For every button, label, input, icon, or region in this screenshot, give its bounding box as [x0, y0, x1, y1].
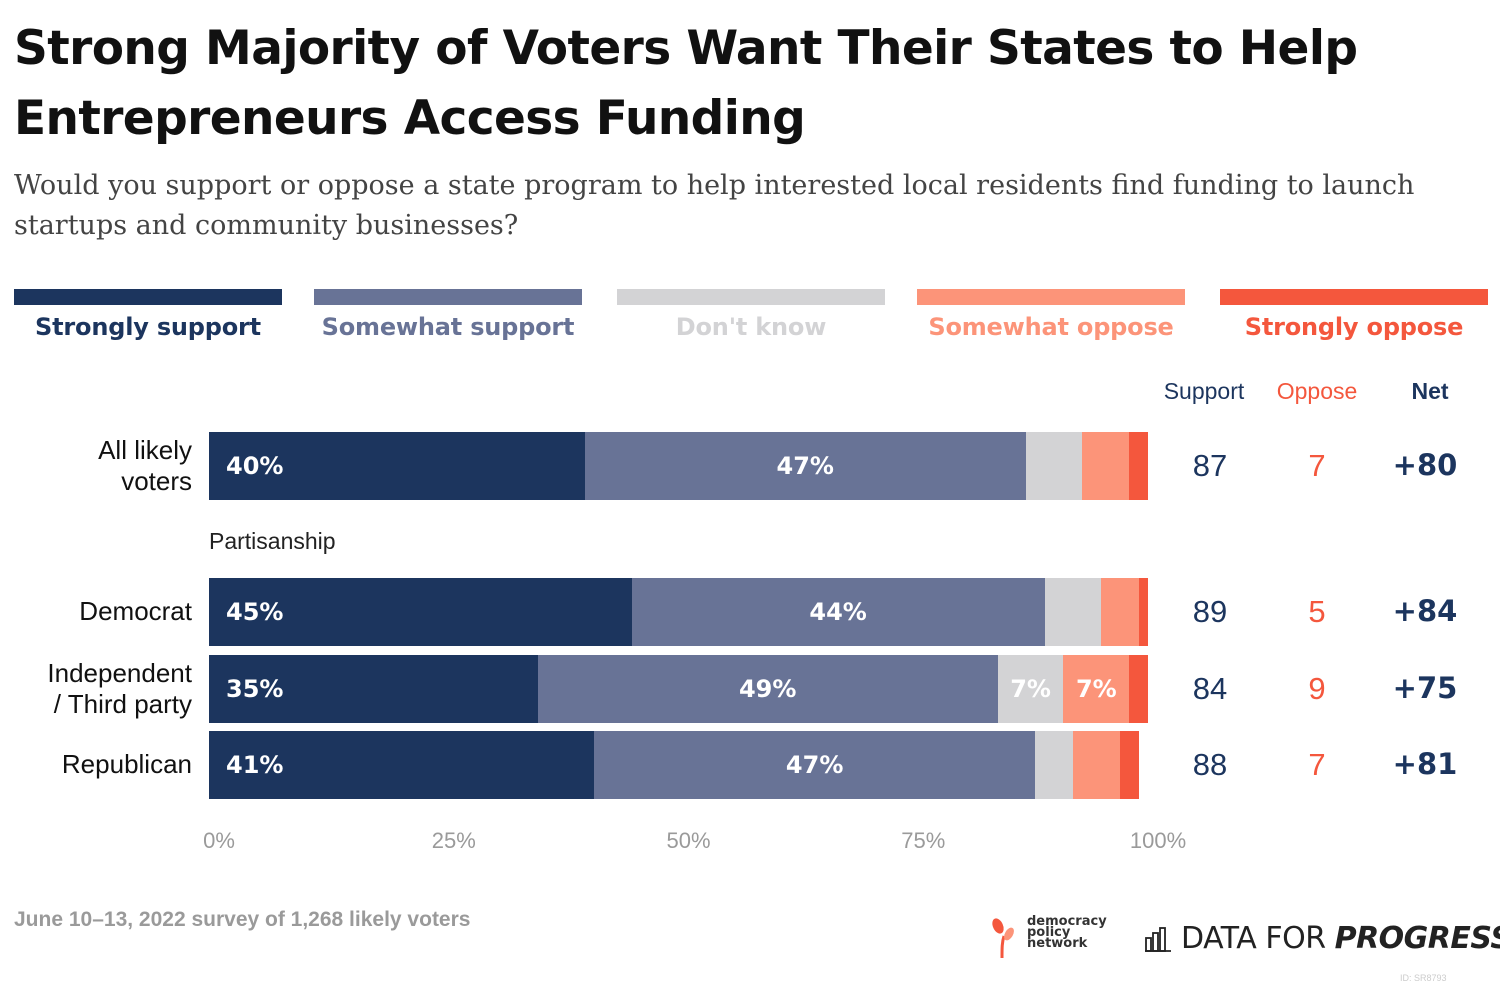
legend-item: Strongly oppose [1220, 289, 1488, 341]
x-tick-label: 0% [203, 828, 235, 853]
bar-segment: 35% [209, 655, 538, 723]
bar-segment: 47% [593, 731, 1036, 799]
democracy-policy-network-logo-icon [992, 918, 1014, 959]
survey-footnote: June 10–13, 2022 survey of 1,268 likely … [14, 908, 471, 931]
data-label: 7% [1075, 675, 1117, 703]
chart-title: Strong Majority of Voters Want Their Sta… [14, 21, 1358, 146]
bar-segment: 45% [209, 578, 632, 646]
bar-segment [1138, 578, 1148, 646]
legend-label: Strongly oppose [1244, 313, 1464, 341]
net-value: +81 [1392, 747, 1458, 781]
legend-label: Strongly support [35, 313, 261, 341]
legend-swatch [917, 289, 1185, 305]
dfp-wordmark-plain: DATA FOR [1181, 920, 1335, 956]
chart-subtitle: Would you support or oppose a state prog… [14, 170, 1415, 241]
data-label: 40% [226, 452, 284, 480]
legend-item: Somewhat support [314, 289, 582, 341]
oppose-value: 9 [1308, 671, 1326, 706]
bar-row: 35% 49% 7% 7% [209, 655, 1148, 723]
bar-segment: 41% [209, 731, 594, 799]
bar-row: 40% 47% [209, 432, 1148, 500]
bar-chart-icon [1145, 927, 1171, 952]
bar-segment [1025, 432, 1083, 500]
data-label: 35% [226, 675, 284, 703]
bar-segment [1129, 655, 1148, 723]
legend-swatch [617, 289, 885, 305]
category-label: All likely voters [98, 435, 192, 496]
bar-segment: 40% [209, 432, 585, 500]
legend-item: Strongly support [14, 289, 282, 341]
bar-segment: 47% [584, 432, 1026, 500]
net-value: +75 [1392, 671, 1458, 705]
category-label: Republican [61, 749, 192, 779]
bar-row: 45% 44% [209, 578, 1148, 646]
legend-item: Don't know [617, 289, 885, 341]
bar-segment [1035, 731, 1073, 799]
chart-id: ID: SR8793 [1400, 973, 1447, 983]
net-column-header: Net [1411, 378, 1449, 404]
bar-segment: 7% [1063, 655, 1130, 723]
net-value: +84 [1392, 594, 1458, 628]
legend-label: Somewhat support [321, 313, 575, 341]
oppose-value: 7 [1308, 747, 1326, 782]
legend-item: Somewhat oppose [917, 289, 1185, 341]
category-label: Democrat [79, 596, 192, 626]
bar-segment: 7% [997, 655, 1064, 723]
oppose-value: 7 [1308, 448, 1326, 483]
legend-swatch [314, 289, 582, 305]
dpn-word: policy [1027, 925, 1071, 940]
support-value: 87 [1192, 448, 1228, 483]
dfp-wordmark-emph: PROGRESS [1334, 920, 1500, 956]
bar-row: 41% 47% [209, 731, 1148, 799]
bar-segment: 44% [631, 578, 1045, 646]
bar-segment [1101, 578, 1139, 646]
x-tick-label: 25% [431, 828, 476, 853]
x-tick-label: 50% [666, 828, 711, 853]
bar-segment [1129, 432, 1148, 500]
legend-swatch [14, 289, 282, 305]
x-tick-label: 75% [901, 828, 946, 853]
bar-segment [1072, 731, 1120, 799]
data-label: 49% [738, 675, 797, 703]
data-label: 7% [1010, 675, 1051, 703]
legend-label: Somewhat oppose [928, 313, 1174, 341]
dfp-wordmark: DATA FOR PROGRESS [1181, 921, 1500, 956]
dpn-word: democracy [1027, 914, 1107, 929]
data-label: 44% [809, 598, 867, 626]
bar-segment [1044, 578, 1102, 646]
oppose-column-header: Oppose [1276, 378, 1358, 404]
legend-label: Don't know [675, 313, 827, 341]
dpn-word: network [1027, 936, 1088, 951]
bar-segment [1082, 432, 1130, 500]
bar-segment [1119, 731, 1139, 799]
support-value: 89 [1192, 594, 1228, 629]
data-label: 41% [226, 751, 284, 779]
data-for-progress-logo: DATA FOR PROGRESS [1145, 920, 1500, 956]
bar-segment: 49% [537, 655, 998, 723]
category-label: Independent / Third party [47, 658, 192, 719]
support-column-header: Support [1163, 378, 1245, 404]
data-label: 45% [226, 598, 284, 626]
dpn-wordmark: democracy policy network [1027, 914, 1107, 951]
support-value: 84 [1192, 671, 1228, 706]
support-value: 88 [1192, 747, 1228, 782]
x-tick-label: 100% [1129, 828, 1187, 853]
oppose-value: 5 [1308, 594, 1326, 629]
data-label: 47% [776, 452, 834, 480]
partisanship-group-label: Partisanship [209, 528, 336, 554]
data-label: 47% [785, 751, 844, 779]
net-value: +80 [1392, 448, 1458, 482]
legend-swatch [1220, 289, 1488, 305]
